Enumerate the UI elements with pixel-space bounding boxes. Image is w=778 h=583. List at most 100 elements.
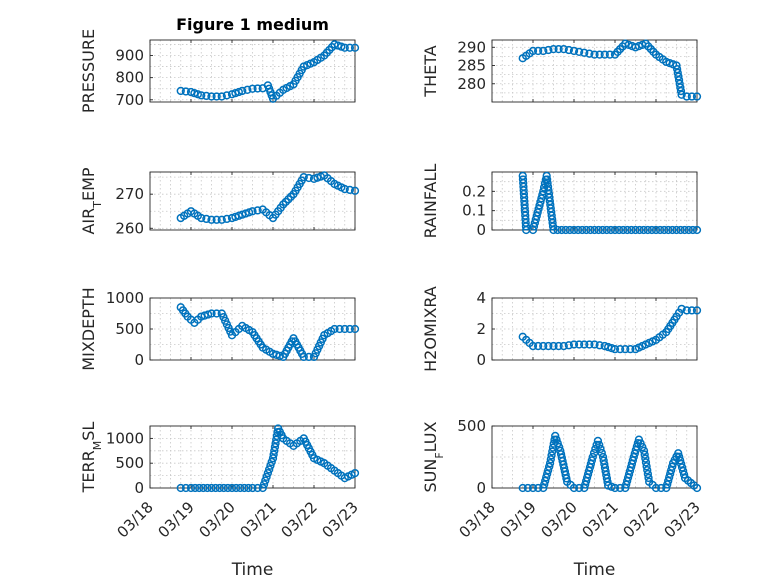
- rainfall-data-point: [578, 225, 587, 235]
- theta-y-axis-label: THETA: [421, 45, 440, 97]
- pressure-data-point: [238, 86, 247, 96]
- rainfall-data-point: [651, 225, 661, 235]
- theta-data-point: [533, 46, 543, 56]
- theta-data-point: [580, 48, 589, 57]
- sun_flux-data-point: [597, 448, 606, 458]
- air_temp-ytick-label: 260: [115, 219, 144, 237]
- pressure-data-point: [243, 85, 252, 94]
- rainfall-data-point: [655, 225, 665, 235]
- air_temp-data-point: [340, 184, 349, 194]
- theta-data-point: [544, 45, 553, 55]
- pressure-ytick-label: 900: [115, 47, 144, 65]
- mixdepth-data-point: [330, 324, 339, 334]
- air_temp-data-point: [207, 215, 216, 224]
- pressure-data-point: [222, 91, 232, 100]
- terr_msl-ytick-label: 1000: [106, 429, 144, 447]
- air_temp-ytick-label: 270: [115, 185, 144, 203]
- pressure-data-point: [248, 84, 257, 93]
- rainfall-data-point: [594, 225, 603, 235]
- sun_flux-x-axis-label: Time: [573, 560, 616, 580]
- air_temp-data-point: [299, 172, 308, 182]
- h2omixra-data-point: [564, 341, 574, 350]
- theta-data-point: [569, 46, 579, 56]
- sun_flux-data-point: [528, 483, 538, 493]
- terr_msl-y-axis-label: TERRMSL: [79, 422, 104, 494]
- terr_msl-data-point: [219, 483, 228, 493]
- rainfall-data-point: [639, 225, 648, 235]
- rainfall-ytick-label: 0.2: [462, 182, 486, 200]
- terr_msl-data-point: [248, 483, 257, 493]
- rainfall-data-point: [668, 225, 677, 235]
- rainfall-data-point: [573, 225, 583, 235]
- sun_flux-data-point: [678, 466, 688, 476]
- h2omixra-data-point: [590, 340, 599, 349]
- pressure-y-axis-label: PRESSURE: [79, 29, 98, 113]
- sun_flux-data-point: [544, 462, 554, 471]
- pressure-data-point: [181, 87, 191, 96]
- rainfall-ytick-label: 0: [476, 221, 486, 239]
- sun_flux-data-point: [593, 436, 603, 446]
- terr_msl-data-point: [350, 468, 360, 478]
- rainfall-data-point: [623, 225, 632, 235]
- rainfall-data-point: [561, 225, 570, 235]
- rainfall-data-point: [590, 225, 599, 235]
- pressure-data-point: [350, 43, 360, 52]
- sun_flux-data-point: [596, 444, 605, 454]
- air_temp-data-point: [212, 215, 221, 224]
- pressure-data-point: [176, 86, 185, 96]
- sun_flux-data-point: [542, 473, 551, 482]
- mixdepth-data-point: [299, 352, 308, 362]
- sun_flux-data-point: [539, 483, 548, 493]
- sun_flux-ytick-label: 0: [476, 479, 486, 497]
- terr_msl-data-point: [240, 483, 249, 493]
- h2omixra-data-point: [580, 340, 589, 349]
- theta-data-point: [528, 46, 538, 56]
- rainfall-data-point: [598, 225, 607, 235]
- sun_flux-data-point: [589, 448, 599, 458]
- h2omixra-data-point: [610, 345, 620, 354]
- terr_msl-data-point: [265, 465, 274, 474]
- sun_flux-data-point: [643, 469, 653, 479]
- sun_flux-data-point: [543, 466, 553, 475]
- terr_msl-data-point: [267, 457, 276, 467]
- terr_msl-data-point: [262, 472, 271, 481]
- mixdepth-y-axis-label: MIXDEPTH: [79, 287, 98, 370]
- sun_flux-data-point: [518, 483, 527, 493]
- sun_flux-ytick-label: 500: [457, 417, 486, 435]
- air_temp-data-point: [197, 213, 206, 223]
- h2omixra-data-point: [554, 341, 563, 351]
- h2omixra-data-point: [615, 345, 625, 354]
- sun_flux-xtick-label: 03/22: [620, 498, 663, 541]
- terr_msl-x-axis-label: Time: [231, 560, 274, 580]
- rainfall-data-point: [602, 225, 611, 235]
- h2omixra-data-point: [682, 306, 691, 315]
- pressure-data-point: [212, 92, 221, 101]
- h2omixra-data-point: [595, 341, 604, 350]
- terr_msl-data-point: [269, 450, 278, 459]
- sun_flux-data-point: [640, 450, 649, 459]
- h2omixra-data-point: [559, 341, 568, 351]
- sun_flux-data-point: [547, 451, 556, 460]
- rainfall-y-axis-label: RAINFALL: [421, 164, 440, 239]
- rainfall-data-point: [619, 225, 628, 235]
- air_temp-data-point: [217, 215, 226, 224]
- rainfall-data-point: [565, 225, 575, 235]
- terr_msl-data-point: [261, 476, 270, 485]
- h2omixra-data-point: [539, 341, 548, 351]
- theta-data-point: [564, 45, 574, 55]
- sun_flux-xtick-label: 03/18: [456, 498, 499, 541]
- sun_flux-data-point: [662, 483, 671, 493]
- terr_msl-data-point: [258, 483, 267, 493]
- air_temp-data-point: [202, 214, 211, 224]
- theta-ytick-label: 280: [457, 75, 486, 93]
- terr_msl-data-point: [186, 483, 196, 493]
- rainfall-data-point: [610, 225, 620, 235]
- theta-data-point: [605, 50, 615, 59]
- sun_flux-data-point: [541, 476, 550, 486]
- h2omixra-data-point: [569, 340, 579, 349]
- sun_flux-data-point: [679, 470, 689, 479]
- mixdepth-data-point: [212, 309, 221, 318]
- air_temp-data-point: [279, 200, 288, 209]
- rainfall-data-point: [606, 225, 616, 235]
- terr_msl-ytick-label: 0: [134, 479, 144, 497]
